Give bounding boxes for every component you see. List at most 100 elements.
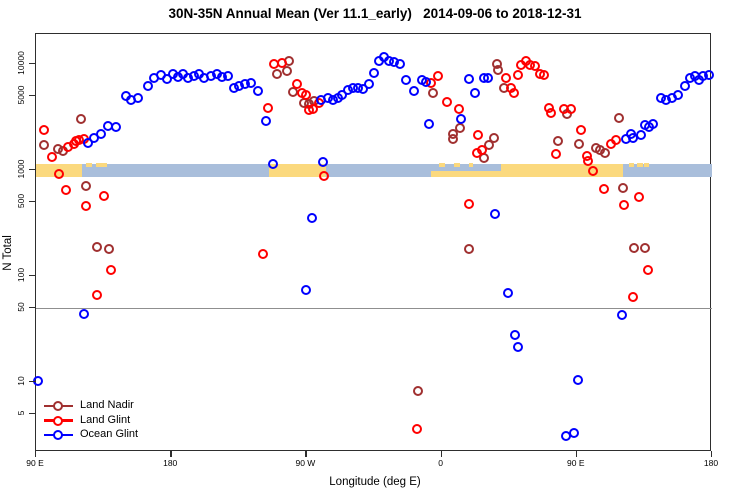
data-point-land-glint (441, 97, 452, 107)
data-point-ocean-glint (111, 121, 122, 132)
data-point-land-glint (588, 166, 599, 177)
data-point-ocean-glint (96, 129, 107, 140)
data-point-ocean-glint (456, 113, 467, 124)
data-point-ocean-glint (395, 59, 406, 69)
y-axis-tick-label: 5000 (16, 85, 26, 105)
data-point-land-glint (98, 191, 109, 202)
data-point-land-nadir (103, 243, 114, 254)
data-point-ocean-glint (301, 285, 312, 296)
data-point-ocean-glint (423, 118, 434, 129)
data-point-land-glint (546, 107, 557, 118)
y-axis-tick (29, 412, 35, 415)
data-point-ocean-glint (260, 115, 271, 126)
data-point-ocean-glint (369, 67, 379, 78)
map-strip-island (453, 162, 460, 167)
x-axis-tick (305, 451, 307, 457)
data-point-land-nadir (76, 113, 87, 124)
data-point-land-glint (508, 87, 519, 98)
data-point-land-nadir (613, 113, 624, 124)
y-axis-tick (29, 94, 35, 97)
y-axis-tick (29, 275, 35, 277)
data-point-land-glint (565, 104, 576, 115)
x-axis-tick-label: 90 E (26, 458, 44, 468)
data-point-land-glint (550, 148, 561, 159)
x-axis-tick (35, 451, 37, 457)
data-point-land-glint (257, 249, 268, 260)
data-point-ocean-glint (635, 129, 646, 140)
data-point-land-glint (432, 70, 443, 81)
data-point-land-nadir (428, 87, 439, 98)
data-point-land-glint (318, 170, 329, 181)
y-axis-tick (29, 63, 35, 65)
data-point-ocean-glint (469, 87, 480, 98)
data-point-land-nadir (81, 181, 92, 192)
data-point-ocean-glint (673, 89, 684, 100)
data-point-land-glint (46, 151, 57, 162)
x-axis-tick (711, 451, 713, 457)
data-point-land-nadir (492, 64, 503, 75)
data-point-ocean-glint (317, 156, 328, 167)
y-axis-tick-label: 5 (16, 410, 26, 416)
data-point-ocean-glint (513, 342, 524, 353)
data-point-land-glint (463, 198, 474, 209)
data-point-land-nadir (463, 243, 474, 254)
data-point-ocean-glint (358, 83, 369, 94)
legend-label: Ocean Glint (80, 428, 139, 440)
data-point-ocean-glint (142, 81, 153, 91)
map-strip-island (468, 162, 474, 167)
y-axis-tick (29, 200, 35, 203)
x-axis-tick (170, 451, 172, 457)
map-strip-island (438, 162, 445, 167)
x-axis-tick-label: 180 (703, 458, 719, 468)
data-point-ocean-glint (679, 81, 690, 91)
x-axis-tick (575, 451, 578, 457)
x-axis-title: Longitude (deg E) (329, 476, 421, 488)
legend-circle-marker (53, 415, 63, 426)
data-point-land-glint (501, 72, 512, 83)
x-axis-tick-label: 0 (438, 458, 443, 468)
data-point-land-glint (61, 184, 72, 195)
data-point-land-nadir (39, 140, 50, 151)
data-point-land-nadir (574, 138, 585, 149)
data-point-land-glint (301, 89, 312, 100)
data-point-land-nadir (455, 123, 466, 133)
map-strip-island (85, 162, 92, 167)
data-point-land-glint (575, 124, 586, 135)
reference-line-50 (36, 307, 712, 310)
data-point-ocean-glint (502, 288, 513, 299)
data-point-land-glint (610, 134, 621, 145)
y-axis-tick-label: 100 (16, 267, 26, 283)
data-point-land-glint (277, 57, 288, 68)
data-point-land-glint (91, 290, 102, 301)
map-strip-island (96, 162, 107, 167)
y-axis-tick (29, 381, 35, 383)
legend-circle-marker (53, 430, 63, 440)
data-point-ocean-glint (489, 208, 500, 219)
data-point-land-nadir (91, 241, 102, 252)
data-point-ocean-glint (133, 93, 144, 104)
data-point-ocean-glint (510, 329, 521, 340)
data-point-land-nadir (281, 65, 292, 76)
data-point-land-glint (643, 264, 654, 275)
y-axis-tick (29, 169, 35, 171)
data-point-land-nadir (553, 135, 564, 146)
data-point-ocean-glint (253, 86, 264, 97)
legend-label: Land Glint (80, 413, 131, 426)
data-point-ocean-glint (223, 70, 234, 81)
data-point-ocean-glint (420, 76, 431, 87)
data-point-land-glint (538, 69, 549, 80)
data-point-land-nadir (489, 133, 500, 144)
data-point-ocean-glint (616, 310, 627, 321)
data-point-land-glint (453, 104, 464, 115)
x-axis-tick-label: 180 (163, 458, 178, 468)
data-point-land-nadir (628, 242, 639, 253)
y-axis-tick-label: 10000 (16, 51, 26, 75)
y-axis-tick (29, 306, 35, 309)
data-point-land-glint (81, 200, 92, 211)
y-axis-tick-label: 10 (16, 376, 26, 386)
data-point-ocean-glint (161, 73, 172, 84)
legend-label: Land Nadir (80, 399, 134, 411)
data-point-land-glint (411, 424, 422, 435)
x-axis-tick-label: 90 W (295, 458, 316, 468)
data-point-land-nadir (640, 242, 651, 253)
